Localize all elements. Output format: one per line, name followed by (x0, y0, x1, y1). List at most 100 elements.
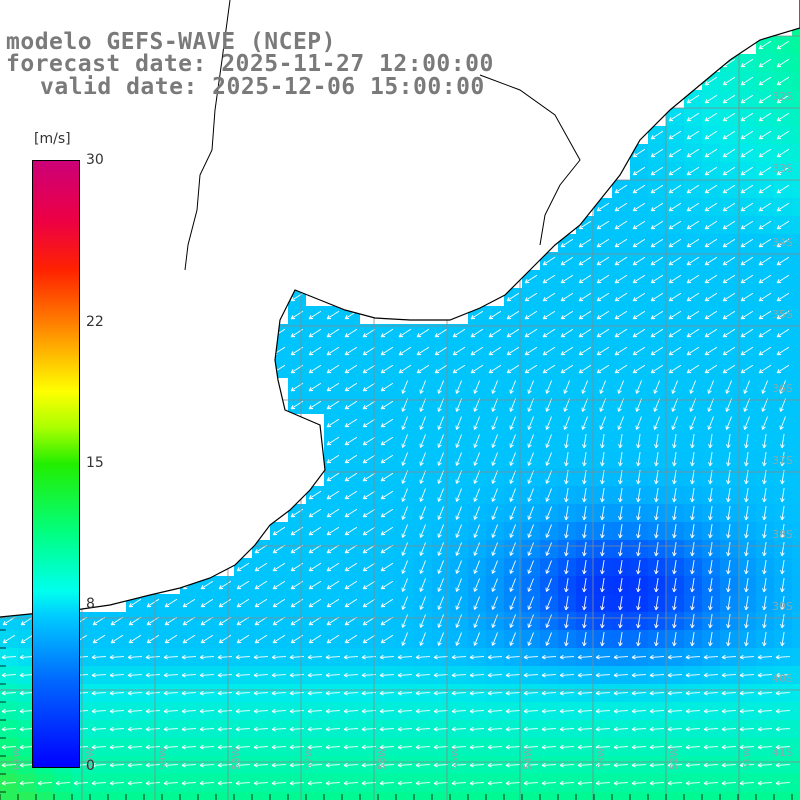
wind-arrow (380, 418, 394, 428)
wind-arrow (668, 310, 682, 320)
wind-arrow (488, 346, 502, 356)
wind-arrow (758, 220, 772, 230)
field-cell (792, 540, 800, 558)
field-cell (486, 792, 504, 800)
wind-arrow (451, 654, 467, 660)
wind-arrow (182, 634, 196, 644)
wind-arrow (704, 130, 718, 140)
wind-arrow (451, 726, 467, 732)
wind-arrow (704, 148, 718, 158)
wind-arrow (672, 596, 677, 611)
wind-arrow (236, 616, 250, 626)
wind-arrow (491, 632, 498, 646)
wind-arrow (73, 780, 89, 786)
wind-arrow (362, 382, 376, 392)
wind-arrow (722, 346, 736, 356)
lon-label: 60W (85, 747, 96, 770)
wind-arrow (307, 654, 323, 660)
wind-arrow (128, 634, 142, 644)
wind-arrow (181, 690, 197, 696)
wind-arrow (452, 346, 466, 356)
wind-arrow (618, 524, 623, 539)
field-cell (702, 792, 720, 800)
wind-arrow (613, 762, 629, 768)
wind-arrow (55, 780, 71, 786)
wind-arrow (487, 726, 503, 732)
wind-arrow (560, 346, 574, 356)
wind-arrow (740, 76, 754, 86)
wind-arrow (744, 560, 749, 575)
wind-arrow (236, 562, 250, 572)
field-cell (162, 792, 180, 800)
wind-arrow (509, 524, 516, 538)
wind-arrow (762, 614, 767, 629)
wind-arrow (618, 614, 623, 629)
wind-arrow (596, 364, 610, 374)
wind-arrow (491, 524, 498, 538)
wind-arrow (509, 560, 516, 574)
wind-arrow (379, 744, 395, 750)
wind-arrow (109, 780, 125, 786)
wind-arrow (545, 578, 552, 592)
field-cell (90, 792, 108, 800)
wind-arrow (523, 708, 539, 714)
wind-arrow (545, 524, 552, 538)
wind-arrow (146, 634, 160, 644)
wind-arrow (272, 616, 286, 626)
field-cell (198, 792, 216, 800)
wind-arrow (419, 470, 426, 484)
wind-arrow (636, 524, 641, 539)
wind-arrow (744, 452, 749, 467)
wind-arrow (325, 726, 341, 732)
wind-arrow (380, 526, 394, 536)
wind-arrow (308, 580, 322, 590)
wind-arrow (559, 780, 575, 786)
wind-arrow (632, 274, 646, 284)
wind-arrow (344, 580, 358, 590)
wind-arrow (437, 434, 444, 448)
wind-arrow (199, 744, 215, 750)
field-cell (792, 126, 800, 144)
wind-arrow (739, 708, 755, 714)
lat-label: 40S (772, 672, 793, 685)
wind-arrow (326, 580, 340, 590)
wind-arrow (690, 596, 695, 611)
wind-arrow (524, 310, 538, 320)
wind-arrow (523, 744, 539, 750)
wind-arrow (631, 654, 647, 660)
wind-arrow (618, 542, 623, 557)
wind-arrow (776, 130, 790, 140)
wind-arrow (308, 400, 322, 410)
wind-arrow (1, 690, 17, 696)
wind-arrow (631, 762, 647, 768)
wind-arrow (757, 726, 773, 732)
wind-arrow (343, 762, 359, 768)
wind-arrow (668, 346, 682, 356)
wind-arrow (127, 744, 143, 750)
wind-arrow (419, 452, 426, 466)
wind-arrow (776, 364, 790, 374)
wind-arrow (271, 708, 287, 714)
wind-arrow (722, 94, 736, 104)
wind-arrow (776, 58, 790, 68)
wind-arrow (560, 256, 574, 266)
field-cell (342, 792, 360, 800)
wind-arrow (199, 726, 215, 732)
wind-arrow (437, 524, 444, 538)
wind-arrow (758, 310, 772, 320)
lat-label: 37S (772, 454, 793, 467)
wind-arrow (577, 762, 593, 768)
wind-arrow (401, 416, 408, 430)
wind-arrow (491, 596, 498, 610)
wind-arrow (362, 544, 376, 554)
wind-arrow (380, 598, 394, 608)
wind-arrow (326, 598, 340, 608)
wind-arrow (740, 112, 754, 122)
wind-arrow (487, 672, 503, 678)
wind-arrow (636, 488, 641, 503)
wind-arrow (596, 328, 610, 338)
wind-arrow (559, 744, 575, 750)
wind-arrow (128, 616, 142, 626)
wind-arrow (708, 506, 713, 521)
field-cell (540, 792, 558, 800)
